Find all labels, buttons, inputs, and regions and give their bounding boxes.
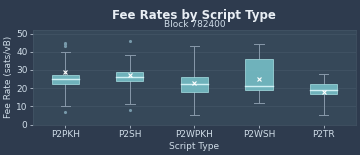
Bar [116,72,143,81]
Text: Block 782400: Block 782400 [163,20,225,29]
Bar [246,59,273,90]
Title: Fee Rates by Script Type: Fee Rates by Script Type [112,9,276,22]
Y-axis label: Fee Rate (sats/vB): Fee Rate (sats/vB) [4,36,13,118]
Bar [310,84,337,94]
Bar [52,75,79,84]
Bar [181,77,208,92]
X-axis label: Script Type: Script Type [169,142,220,151]
